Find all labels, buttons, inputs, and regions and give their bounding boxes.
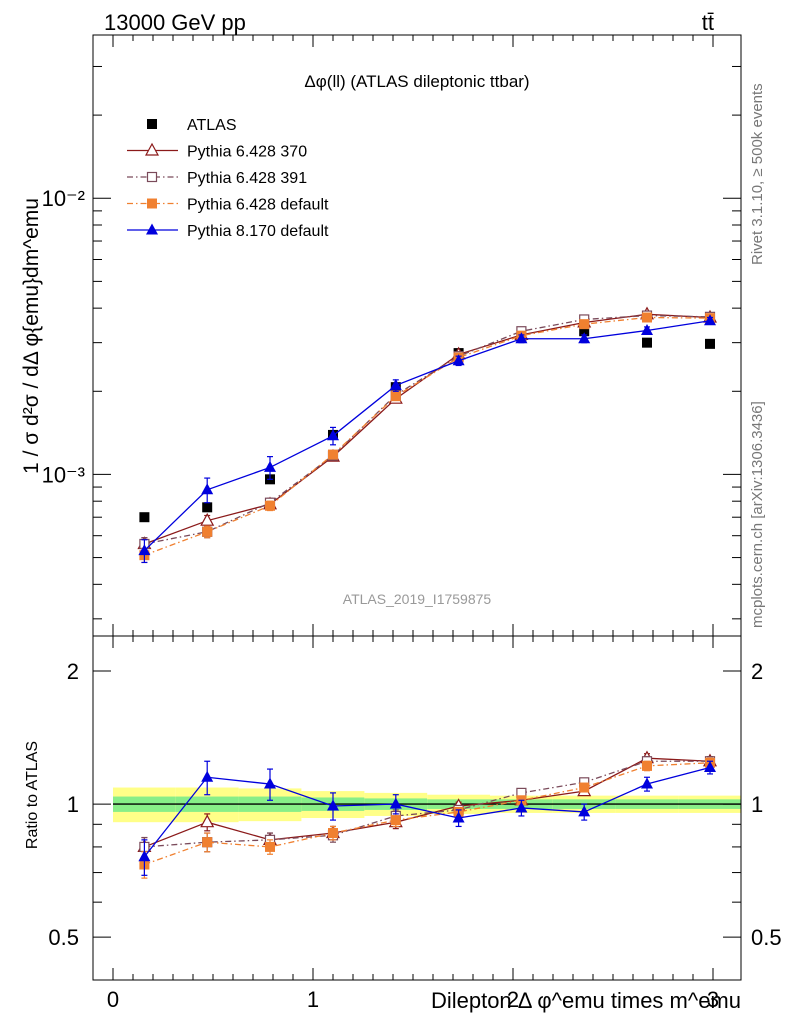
y-tick-label: 10⁻² (42, 186, 85, 211)
data-point (642, 312, 652, 323)
ratio-plot-panel: 0 1 2 3 2 2 1 1 0.5 0.5 Ratio to ATLAS Dilepton Δ φ… (24, 635, 782, 1013)
legend-label: Pythia 6.428 391 (187, 170, 307, 187)
legend-label: Pythia 6.428 default (187, 197, 329, 214)
data-point (200, 512, 215, 526)
data-point (704, 760, 716, 772)
series-line (143, 320, 711, 552)
data-point (264, 460, 276, 472)
rivet-version-label: Rivet 3.1.10, ≥ 500k events (749, 83, 766, 265)
data-point (327, 429, 339, 441)
data-point (201, 483, 214, 495)
data-point (138, 850, 151, 862)
y-tick-label: 10⁻³ (42, 462, 85, 487)
data-point (579, 782, 590, 793)
data-point (641, 777, 653, 789)
x-tick-label: 3 (707, 987, 719, 1012)
series-pythia-8-170-default (138, 760, 716, 876)
data-point (138, 544, 151, 556)
series-line (143, 766, 711, 858)
main-plot-panel: 10⁻² 10⁻³ Δφ(ll) (ATLAS dileptonic ttbar) A… (20, 34, 742, 637)
series-pythia-6-428-default (139, 312, 715, 564)
data-point (328, 828, 338, 839)
legend-entry: ATLAS (147, 117, 237, 134)
y-tick-label: 1 (67, 792, 79, 817)
data-point (515, 801, 528, 813)
data-point (147, 198, 157, 209)
data-point (390, 391, 401, 402)
legend-entry: Pythia 6.428 370 (127, 142, 307, 161)
series-pythia-6-428-391 (139, 310, 716, 552)
data-point (328, 449, 338, 460)
data-point (389, 797, 402, 809)
data-point (147, 119, 157, 129)
data-point (202, 837, 213, 848)
header-left: 13000 GeV pp (104, 10, 246, 35)
mcplots-reference-label: mcplots.cern.ch [arXiv:1306.3436] (749, 401, 766, 628)
data-point (452, 811, 465, 823)
data-point (390, 815, 401, 826)
data-point (389, 378, 402, 390)
series-line (144, 760, 710, 848)
header-right: tt̄ (702, 10, 714, 35)
data-point (202, 502, 213, 513)
ratio-plot-frame (92, 635, 742, 981)
series-pythia-6-428-370 (137, 306, 718, 552)
series-line (144, 762, 711, 866)
data-point (202, 526, 213, 537)
y-tick-label-right: 1 (751, 792, 763, 817)
data-point (201, 770, 214, 782)
data-point (579, 319, 590, 330)
legend-label: Pythia 6.428 370 (187, 144, 307, 161)
data-point (579, 326, 590, 337)
data-point (578, 332, 591, 344)
data-point (265, 841, 275, 852)
legend-entry: Pythia 8.170 default (127, 223, 329, 240)
series-line (144, 757, 711, 848)
data-point (704, 314, 716, 326)
series-line (144, 314, 711, 545)
data-point (146, 223, 158, 235)
data-point (578, 805, 591, 817)
x-tick-label: 2 (507, 987, 519, 1012)
data-point (264, 777, 276, 789)
y-tick-label-right: 2 (751, 659, 763, 684)
y-tick-label: 0.5 (48, 925, 79, 950)
legend-label: ATLAS (187, 117, 237, 134)
y-tick-label: 2 (67, 659, 79, 684)
analysis-watermark: ATLAS_2019_I1759875 (343, 591, 492, 607)
data-point (146, 171, 158, 183)
legend-entry: Pythia 6.428 default (127, 197, 329, 214)
x-tick-label: 0 (107, 987, 119, 1012)
series-atlas (139, 326, 715, 523)
data-point (200, 814, 215, 828)
data-point (642, 337, 652, 348)
x-tick-label: 1 (307, 987, 319, 1012)
ratio-y-axis-label: Ratio to ATLAS (24, 741, 41, 849)
data-point (452, 354, 465, 366)
data-point (139, 512, 150, 523)
data-point (265, 500, 275, 511)
legend-entry: Pythia 6.428 391 (127, 170, 307, 187)
legend-label: Pythia 8.170 default (187, 223, 329, 240)
series-pythia-8-170-default (138, 314, 716, 564)
data-point (642, 760, 652, 771)
data-point (705, 338, 715, 349)
data-point (515, 332, 528, 344)
data-point (144, 142, 160, 156)
series-line (144, 313, 711, 545)
legend: ATLAS Pythia 6.428 370 Pythia 6.428 391 Pyt… (127, 117, 329, 240)
x-axis-label: Dilepton Δ φ^emu times m^emu (431, 988, 741, 1013)
chart-title: Δφ(ll) (ATLAS dileptonic ttbar) (304, 72, 529, 91)
y-axis-label: 1 / σ d²σ / dΔ φ{emu}dm^emu (20, 198, 43, 474)
y-tick-label-right: 0.5 (751, 925, 782, 950)
data-point (641, 323, 653, 335)
series-line (144, 316, 711, 556)
data-point (327, 799, 339, 811)
